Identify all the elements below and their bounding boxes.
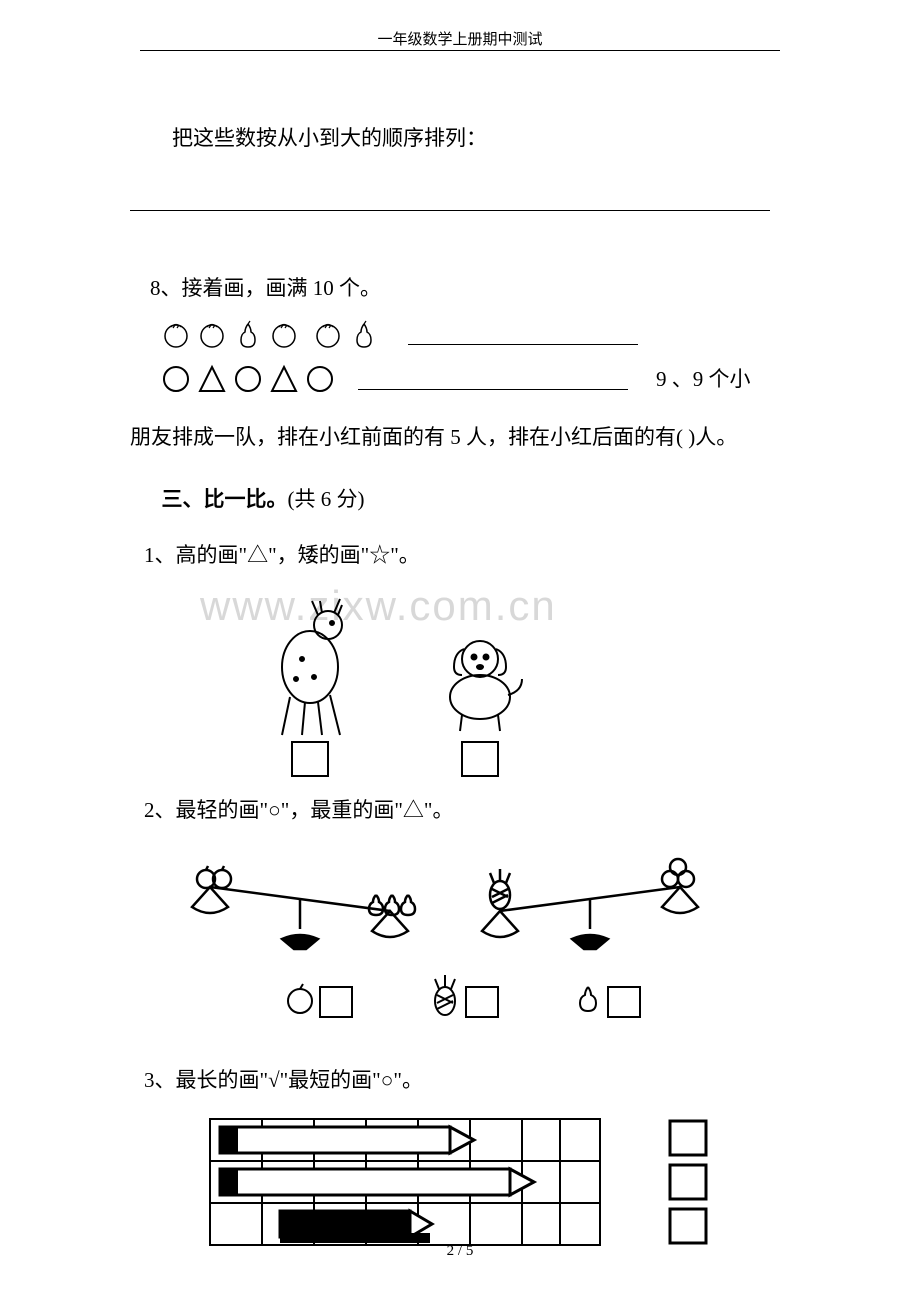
pear-icon <box>348 318 380 350</box>
s3q2-prompt: 最轻的画"○"，最重的画"△"。 <box>176 798 454 822</box>
q7-answer-line[interactable] <box>130 179 770 211</box>
triangle-icon <box>196 363 228 395</box>
q8-row1 <box>160 318 810 350</box>
s3q3-prompt: 最长的画"√"最短的画"○"。 <box>176 1068 424 1092</box>
tomato-icon <box>196 318 228 350</box>
q8-row1-blank[interactable] <box>408 323 638 345</box>
page-header: 一年级数学上册期中测试 <box>0 28 920 49</box>
q8-number: 8、 <box>150 276 182 300</box>
s3q3-figure <box>200 1109 760 1259</box>
triangle-icon <box>268 363 300 395</box>
q9-text: 朋友排成一队，排在小红前面的有 5 人，排在小红后面的有( )人。 <box>130 425 737 449</box>
tomato-icon <box>160 318 192 350</box>
balance-figure <box>170 839 730 1039</box>
s3q1-prompt: 高的画"△"，矮的画"☆"。 <box>176 543 420 567</box>
q8-prompt: 接着画，画满 10 个。 <box>182 276 382 300</box>
pear-icon <box>232 318 264 350</box>
q9-body: 朋友排成一队，排在小红前面的有 5 人，排在小红后面的有( )人。 <box>130 412 810 462</box>
q7-prompt: 把这些数按从小到大的顺序排列： <box>130 115 810 161</box>
s3q1-figure <box>210 587 630 777</box>
pencils-figure <box>200 1109 760 1259</box>
section-3-title: 三、比一比。(共 6 分) <box>130 476 810 522</box>
s3q2-number: 2、 <box>144 798 176 822</box>
q8-row2-blank[interactable] <box>358 368 628 390</box>
s3q3-number: 3、 <box>144 1068 176 1092</box>
section-3-bold: 三、比一比。 <box>162 487 288 511</box>
circle-icon <box>160 363 192 395</box>
deer-dog-figure <box>210 587 630 777</box>
s3q1: 1、高的画"△"，矮的画"☆"。 <box>144 532 810 578</box>
tomato-icon <box>268 318 300 350</box>
s3q2: 2、最轻的画"○"，最重的画"△"。 <box>144 787 810 833</box>
q8-row2: 9 、9 个小 <box>160 356 810 402</box>
content-area: 把这些数按从小到大的顺序排列： 8、接着画，画满 10 个。 9 、9 个小 朋… <box>130 115 810 1259</box>
q9-start: 9 、9 个小 <box>656 356 751 402</box>
section-3-points: (共 6 分) <box>288 487 365 511</box>
tomato-icon <box>312 318 344 350</box>
s3q1-number: 1、 <box>144 543 176 567</box>
circle-icon <box>304 363 336 395</box>
header-underline <box>140 50 780 51</box>
s3q2-figure <box>170 839 730 1039</box>
q8: 8、接着画，画满 10 个。 <box>130 265 810 311</box>
circle-icon <box>232 363 264 395</box>
header-title: 一年级数学上册期中测试 <box>377 32 542 48</box>
s3q3: 3、最长的画"√"最短的画"○"。 <box>144 1057 810 1103</box>
